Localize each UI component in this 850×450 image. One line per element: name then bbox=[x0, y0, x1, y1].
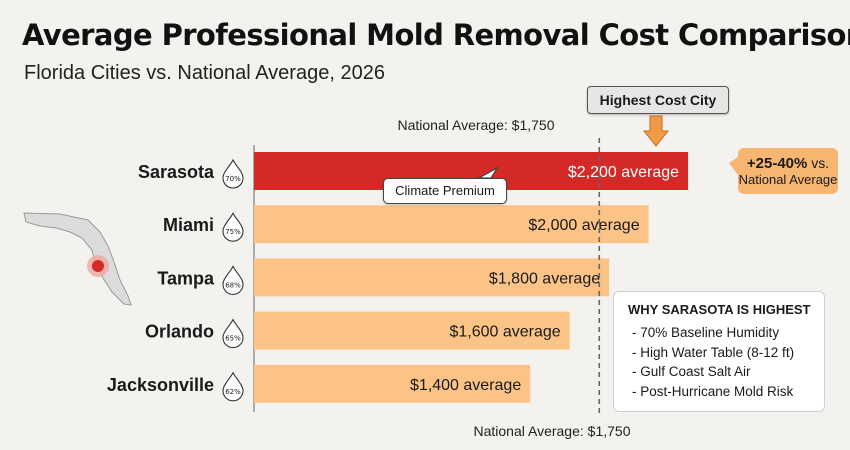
chart-title: Average Professional Mold Removal Cost C… bbox=[22, 18, 850, 52]
premium-callout: +25-40% vs. National Average bbox=[738, 148, 838, 194]
humidity-droplet-icon bbox=[222, 158, 244, 189]
bar-value-label: $1,600 average bbox=[449, 324, 560, 341]
category-label: Jacksonville bbox=[107, 375, 214, 395]
climate-premium-label: Climate Premium bbox=[383, 178, 507, 204]
panel-item: - High Water Table (8-12 ft) bbox=[632, 344, 795, 360]
humidity-label: 68% bbox=[225, 281, 241, 289]
humidity-droplet-icon bbox=[222, 265, 244, 295]
national-average-label-top: National Average: $1,750 bbox=[398, 117, 555, 133]
humidity-label: 70% bbox=[225, 175, 241, 183]
humidity-droplet-icon bbox=[222, 211, 244, 242]
bar-value-label: $2,200 average bbox=[568, 164, 679, 181]
humidity-droplet-icon bbox=[222, 371, 244, 402]
bar-orlando bbox=[254, 311, 570, 350]
humidity-label: 62% bbox=[225, 388, 241, 396]
national-average-label-bottom: National Average: $1,750 bbox=[474, 423, 631, 439]
highest-cost-city-label: Highest Cost City bbox=[587, 86, 729, 114]
panel-item: - 70% Baseline Humidity bbox=[632, 325, 780, 340]
category-label: Miami bbox=[163, 215, 214, 235]
panel-item: - Gulf Coast Salt Air bbox=[632, 364, 751, 379]
bar-value-label: $1,800 average bbox=[489, 270, 600, 287]
sarasota-location-marker bbox=[87, 255, 109, 277]
florida-map-icon bbox=[23, 212, 132, 306]
premium-pointer bbox=[729, 157, 738, 175]
panel-item: - Post-Hurricane Mold Risk bbox=[632, 383, 794, 399]
category-label: Tampa bbox=[157, 268, 215, 288]
category-label: Sarasota bbox=[138, 162, 215, 182]
premium-vs: vs. bbox=[811, 154, 830, 171]
premium-line-1: +25-40% vs. bbox=[747, 155, 829, 172]
chart-subtitle: Florida Cities vs. National Average, 202… bbox=[24, 62, 385, 84]
down-arrow-icon bbox=[642, 115, 670, 147]
panel-title: WHY SARASOTA IS HIGHEST bbox=[628, 302, 811, 317]
bar-jacksonville bbox=[254, 364, 531, 403]
bar-miami bbox=[254, 205, 649, 244]
premium-reference: National Average bbox=[738, 171, 838, 187]
humidity-droplet-icon bbox=[222, 318, 244, 349]
humidity-label: 65% bbox=[225, 335, 241, 343]
premium-percentage: +25-40% bbox=[746, 154, 808, 172]
bar-value-label: $1,400 average bbox=[410, 377, 521, 394]
why-sarasota-panel: WHY SARASOTA IS HIGHEST - 70% Baseline H… bbox=[613, 291, 825, 412]
category-label: Orlando bbox=[145, 322, 214, 342]
bar-tampa bbox=[254, 258, 610, 297]
humidity-label: 75% bbox=[225, 228, 241, 236]
bar-value-label: $2,000 average bbox=[528, 217, 639, 234]
